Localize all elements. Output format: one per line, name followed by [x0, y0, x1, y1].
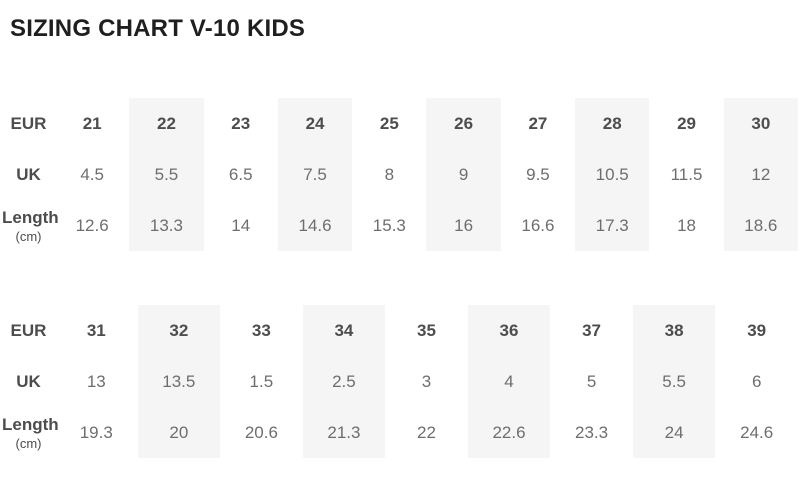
size-cell: 6.5: [228, 164, 253, 184]
size-cell: 1.5: [249, 371, 274, 391]
size-cell: 12: [723, 149, 798, 200]
size-cell: 5.5: [632, 356, 716, 407]
size-cell: 26: [426, 98, 501, 149]
size-cell: 22: [417, 422, 436, 442]
row-label-unit: (cm): [15, 435, 42, 451]
row-label-text: EUR: [10, 113, 47, 133]
size-cell: 23.3: [575, 422, 609, 442]
size-cell: 9: [426, 149, 501, 200]
size-cell: 17.3: [575, 200, 650, 251]
size-cell: 36: [467, 305, 551, 356]
size-cell: 3: [421, 371, 432, 391]
size-cell: 22: [129, 98, 204, 149]
size-cell: 16: [426, 200, 501, 251]
size-cell: 27: [528, 113, 548, 133]
size-cell: 30: [723, 98, 798, 149]
size-cell: 6: [751, 371, 762, 391]
sizing-table-eur-31-39: EUR 31 32 33 34 35 36 37 38 39 UK 13 13.5 1.5 2.5 3 4 5 5.…: [2, 305, 798, 458]
row-label-text: EUR: [10, 320, 47, 340]
size-cell: 18: [677, 215, 696, 235]
size-cell: 29: [677, 113, 696, 133]
row-label-text: UK: [16, 164, 41, 184]
size-cell: 32: [137, 305, 221, 356]
size-cell: 21: [82, 113, 102, 133]
size-cell: 4: [467, 356, 551, 407]
size-cell: 24: [277, 98, 353, 149]
size-row-uk: UK 13 13.5 1.5 2.5 3 4 5 5.5 6: [2, 356, 798, 407]
size-cell: 12.6: [75, 215, 109, 235]
size-cell: 20.6: [244, 422, 278, 442]
size-row-eur: EUR 31 32 33 34 35 36 37 38 39: [2, 305, 798, 356]
row-label: UK: [2, 356, 55, 407]
row-label-unit: (cm): [15, 228, 42, 244]
row-label: UK: [2, 149, 55, 200]
size-cell: 4.5: [80, 164, 104, 184]
size-cell: 13.3: [129, 200, 204, 251]
row-label: Length (cm): [2, 407, 59, 458]
size-cell: 15.3: [372, 215, 406, 235]
size-cell: 13: [86, 371, 106, 391]
size-cell: 11.5: [670, 164, 703, 184]
size-cell: 34: [302, 305, 386, 356]
size-cell: 31: [86, 320, 106, 340]
row-label-text: Length: [2, 207, 59, 227]
size-cell: 24: [632, 407, 716, 458]
size-cell: 13.5: [137, 356, 221, 407]
size-cell: 39: [747, 320, 767, 340]
size-cell: 8: [384, 164, 395, 184]
size-cell: 37: [582, 320, 602, 340]
sizing-table-eur-21-30: EUR 21 22 23 24 25 26 27 28 29 30 UK 4.5 5.5 6.5 7.5 8 9 9…: [2, 98, 798, 251]
size-cell: 38: [632, 305, 716, 356]
size-cell: 24.6: [740, 422, 774, 442]
size-cell: 2.5: [302, 356, 386, 407]
row-label-text: Length: [2, 414, 59, 434]
size-cell: 10.5: [575, 149, 650, 200]
size-row-uk: UK 4.5 5.5 6.5 7.5 8 9 9.5 10.5 11.5 12: [2, 149, 798, 200]
size-cell: 5.5: [129, 149, 204, 200]
size-row-eur: EUR 21 22 23 24 25 26 27 28 29 30: [2, 98, 798, 149]
size-cell: 9.5: [526, 164, 550, 184]
size-row-length: Length (cm) 12.6 13.3 14 14.6 15.3 16 16.6 17.3 18…: [2, 200, 798, 251]
size-cell: 16.6: [521, 215, 555, 235]
size-cell: 14.6: [277, 200, 353, 251]
size-cell: 28: [575, 98, 650, 149]
size-row-length: Length (cm) 19.3 20 20.6 21.3 22 22.6 23.3 24 24.6: [2, 407, 798, 458]
row-label: EUR: [2, 98, 55, 149]
size-cell: 25: [379, 113, 399, 133]
page-title: SIZING CHART V-10 KIDS: [10, 15, 306, 42]
size-cell: 5: [586, 371, 597, 391]
size-cell: 7.5: [277, 149, 353, 200]
size-cell: 22.6: [467, 407, 551, 458]
size-cell: 18.6: [723, 200, 798, 251]
row-label: EUR: [2, 305, 55, 356]
row-label: Length (cm): [2, 200, 59, 251]
size-cell: 21.3: [302, 407, 386, 458]
size-cell: 35: [417, 320, 436, 340]
row-label-text: UK: [16, 371, 41, 391]
size-cell: 20: [137, 407, 221, 458]
size-cell: 23: [231, 113, 251, 133]
size-cell: 33: [251, 320, 271, 340]
size-cell: 19.3: [79, 422, 113, 442]
size-cell: 14: [231, 215, 251, 235]
